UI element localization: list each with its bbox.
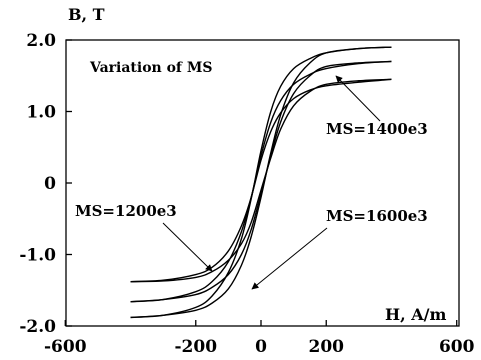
annotation-arrow	[162, 222, 213, 272]
chart-title: Variation of MS	[89, 60, 212, 76]
y-tick-label: 2.0	[26, 31, 56, 51]
annotation-arrow	[335, 75, 381, 122]
curve-ms-1400e3-upper-branch	[130, 60, 392, 303]
y-tick-label: 0	[44, 174, 56, 194]
curve-ms-1600e3-upper-branch	[130, 46, 392, 319]
axis-ticks: -600 -200 0 200 600 2.0 1.0 0 -1.0 -2.0	[19, 31, 474, 357]
y-tick-label: -1.0	[19, 246, 56, 266]
annotation-arrow	[251, 227, 328, 290]
y-tick-label: -2.0	[19, 317, 56, 337]
curve-ms-1400e3-lower-branch	[130, 60, 392, 303]
hysteresis-curves	[130, 46, 392, 319]
curve-annotations: MS=1400e3 MS=1200e3 MS=1600e3	[75, 75, 428, 290]
x-tick-label: -600	[44, 337, 87, 357]
x-tick-label: 200	[308, 337, 344, 357]
annotation-label: MS=1600e3	[326, 207, 428, 225]
x-axis-label: H, A/m	[385, 305, 447, 324]
x-tick-label: 600	[439, 337, 475, 357]
x-tick-label: 0	[255, 337, 267, 357]
curve-ms-1600e3-lower-branch	[130, 46, 392, 319]
x-tick-label: -200	[174, 337, 217, 357]
y-tick-label: 1.0	[26, 103, 56, 123]
curve-ms-1200e3-lower-branch	[130, 78, 392, 283]
curve-ms-1200e3-upper-branch	[130, 78, 392, 283]
annotation-label: MS=1400e3	[326, 120, 428, 138]
annotation-label: MS=1200e3	[75, 202, 177, 220]
y-axis-label: B, T	[68, 5, 105, 24]
